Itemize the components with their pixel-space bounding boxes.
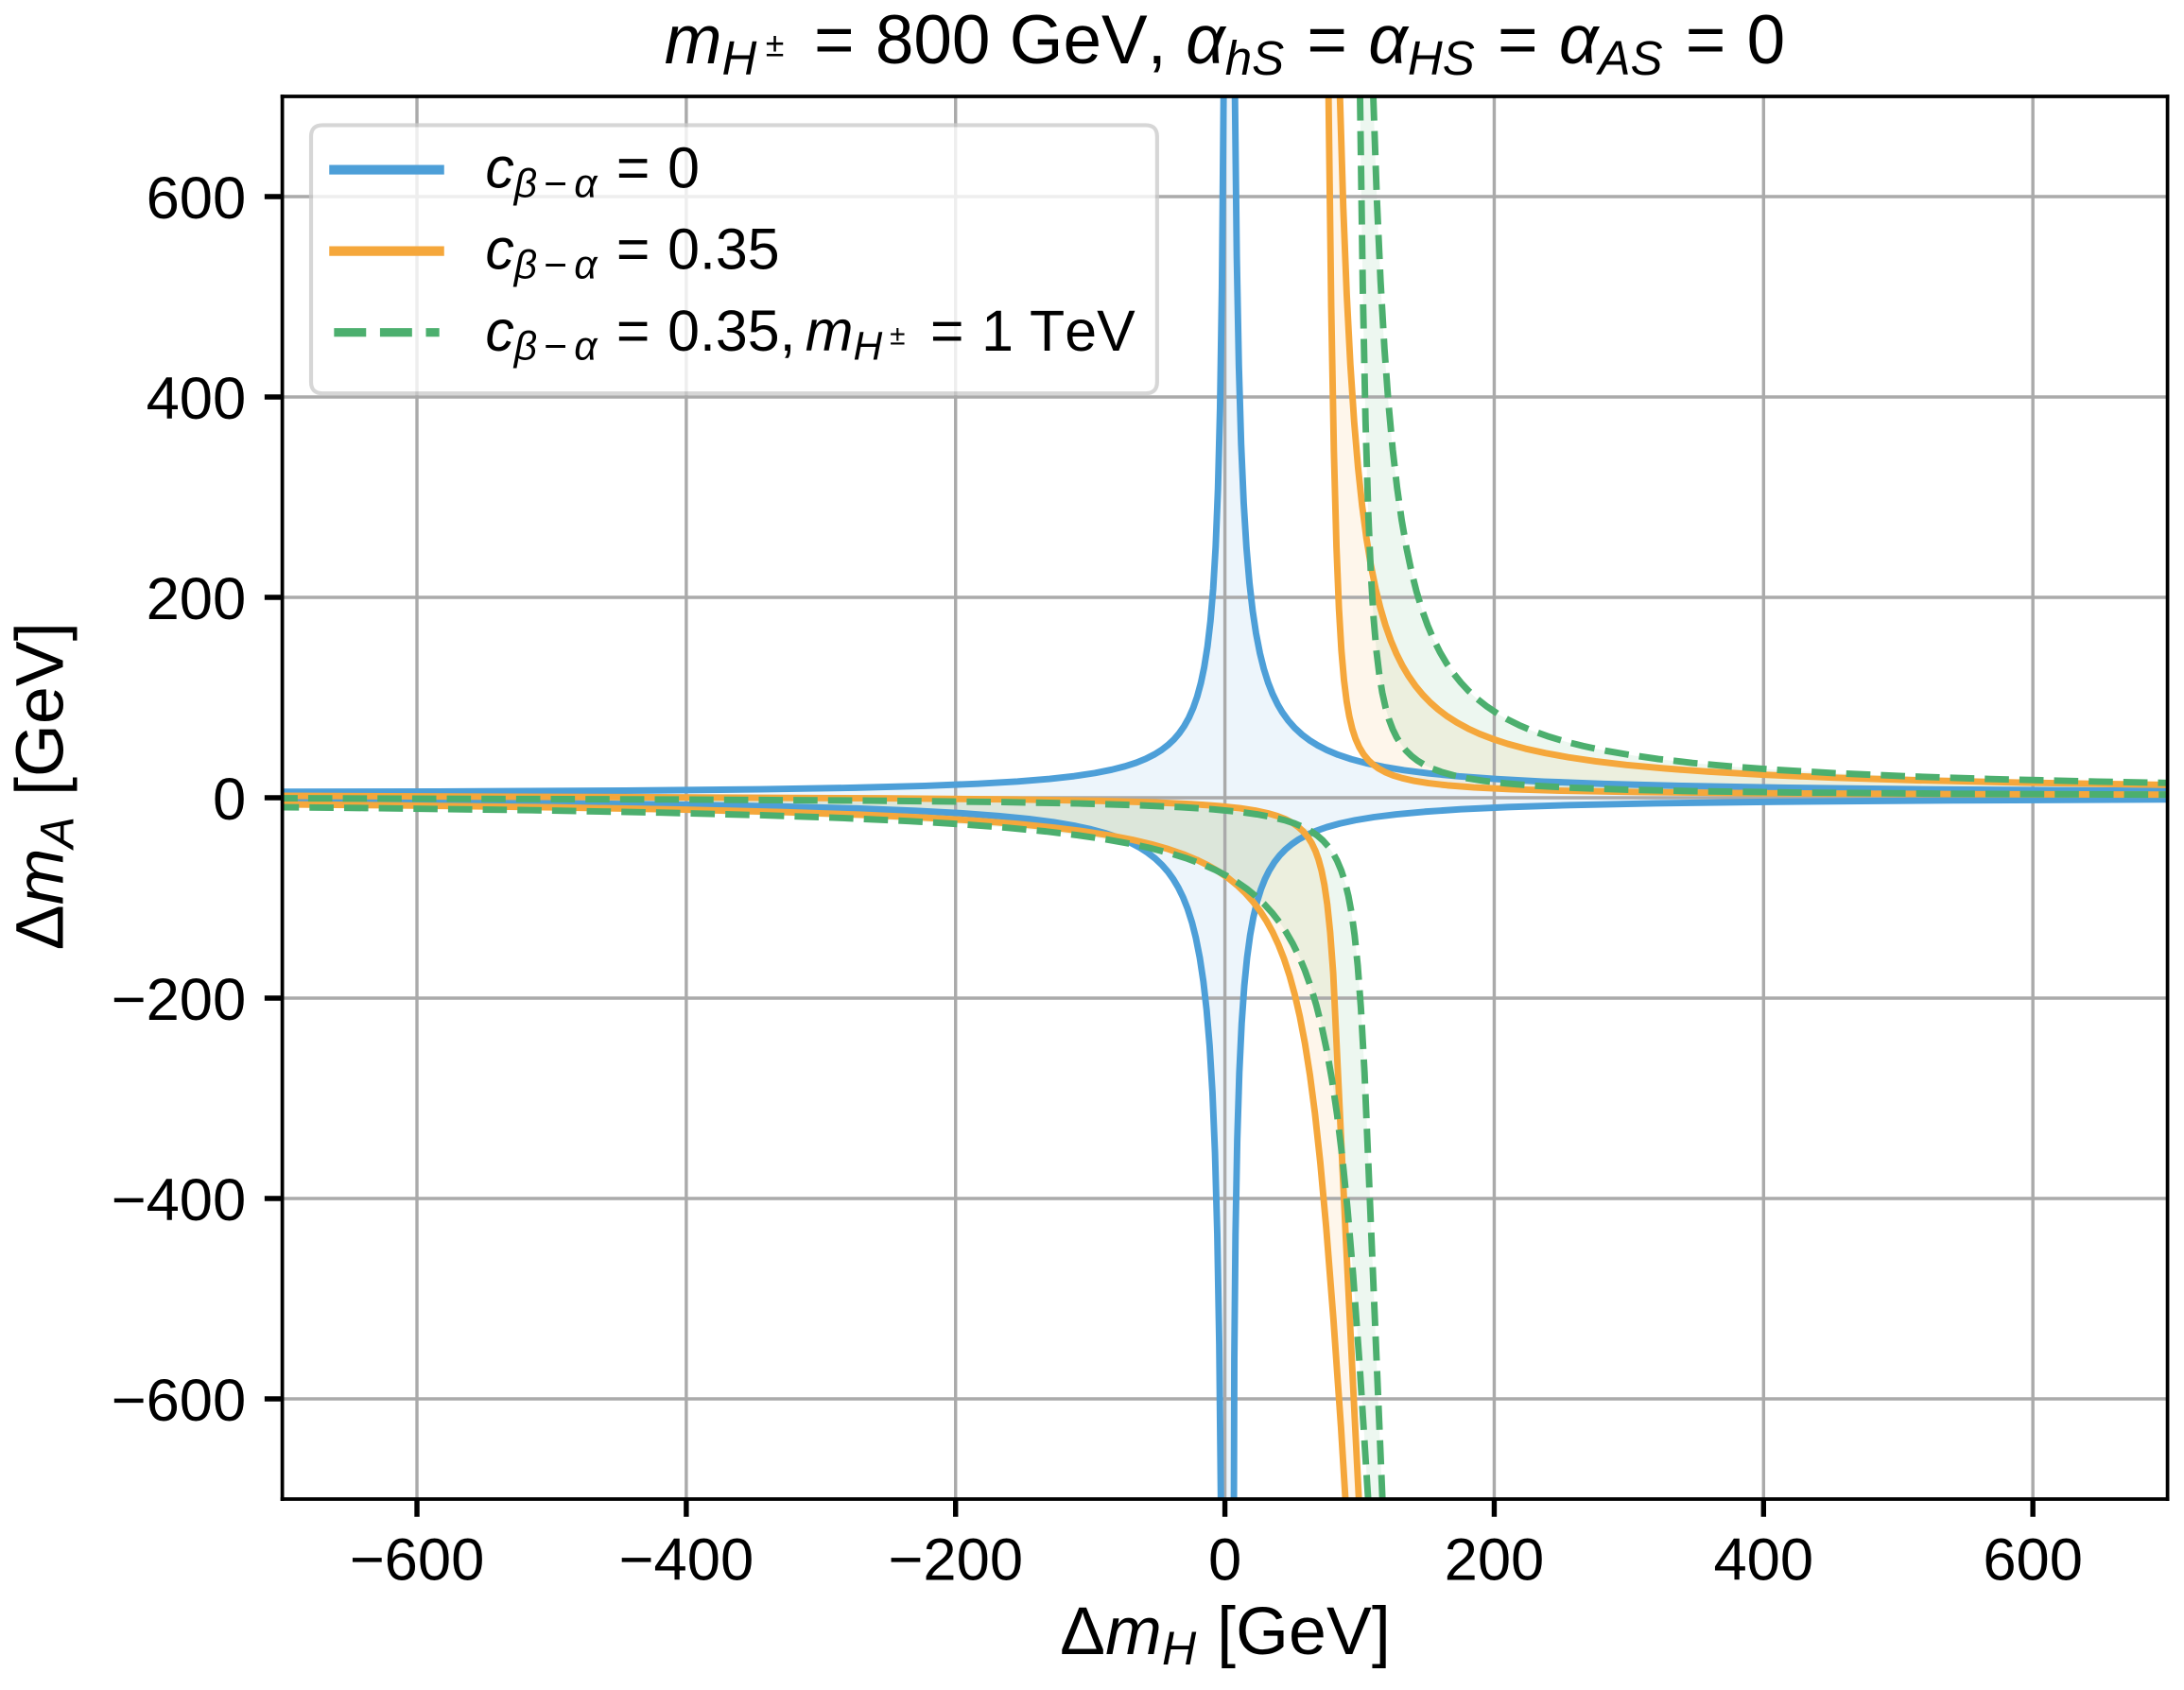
svg-text:−200: −200 [112,967,247,1033]
svg-text:m α α α: m α α α H h S H S A S ± = 8 0 0 G e V , … [665,0,1785,88]
svg-text:−400: −400 [112,1167,247,1233]
svg-text:400: 400 [1713,1526,1813,1593]
svg-text:−200: −200 [888,1526,1023,1593]
svg-text:0: 0 [1208,1526,1241,1593]
svg-text:−400: −400 [619,1526,754,1593]
svg-text:−600: −600 [350,1526,485,1593]
svg-text:600: 600 [147,165,247,232]
svg-text:200: 200 [147,566,247,632]
svg-text:c β α −: c β α − = 0 . 3 5 [485,214,779,293]
svg-text:Δ [ G: Δ [ G e V ] m A [2,605,83,951]
svg-text:600: 600 [1983,1526,2083,1593]
svg-text:−600: −600 [112,1368,247,1434]
svg-text:200: 200 [1445,1526,1545,1593]
svg-text:c m β α: c m β α H − = 0 . 3 5 , = 1 T e V ± [485,295,1153,374]
svg-text:c β α −: c β α − = 0 [485,132,700,212]
svg-text:400: 400 [147,366,247,432]
svg-text:Δ [ G: Δ [ G e V ] m H [1060,1594,1408,1675]
svg-text:0: 0 [213,767,246,833]
